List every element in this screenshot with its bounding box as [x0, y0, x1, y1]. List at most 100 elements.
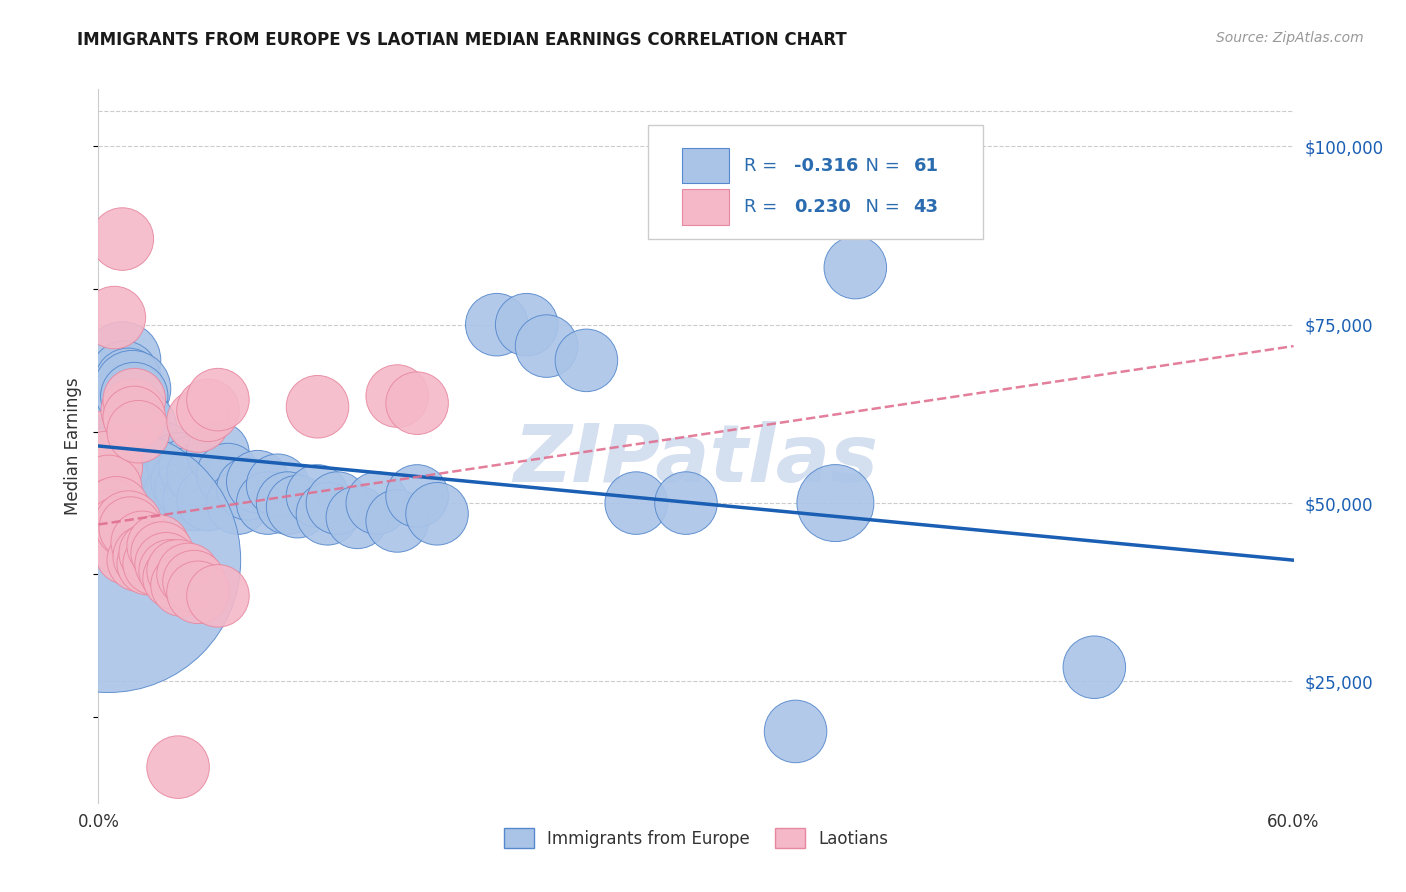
- Point: [406, 396, 429, 410]
- Point: [177, 567, 200, 582]
- Point: [96, 460, 118, 475]
- Point: [127, 421, 149, 435]
- Point: [139, 546, 162, 560]
- Point: [127, 553, 149, 567]
- Point: [159, 564, 181, 578]
- Point: [174, 482, 197, 496]
- Point: [226, 496, 249, 510]
- Text: R =: R =: [744, 198, 783, 216]
- FancyBboxPatch shape: [648, 125, 983, 239]
- Point: [172, 578, 194, 592]
- Point: [97, 446, 120, 460]
- Point: [135, 457, 157, 471]
- Point: [426, 507, 449, 521]
- Point: [207, 589, 229, 603]
- Point: [187, 414, 209, 428]
- Point: [115, 546, 138, 560]
- Point: [824, 496, 846, 510]
- Point: [107, 521, 129, 535]
- Point: [675, 496, 697, 510]
- Point: [143, 557, 166, 571]
- Point: [163, 489, 186, 503]
- Point: [159, 478, 181, 492]
- Point: [150, 446, 173, 460]
- Point: [150, 546, 173, 560]
- Point: [121, 403, 143, 417]
- Point: [167, 564, 190, 578]
- Point: [110, 528, 132, 542]
- Point: [626, 496, 648, 510]
- Point: [97, 553, 120, 567]
- Point: [346, 510, 368, 524]
- Point: [117, 375, 139, 389]
- Point: [217, 467, 239, 482]
- Text: N =: N =: [853, 157, 905, 175]
- Point: [96, 460, 118, 475]
- Text: Source: ZipAtlas.com: Source: ZipAtlas.com: [1216, 31, 1364, 45]
- Point: [112, 539, 135, 553]
- Point: [172, 475, 194, 489]
- Point: [134, 549, 156, 564]
- Point: [131, 446, 153, 460]
- Point: [485, 318, 508, 332]
- Point: [287, 500, 309, 514]
- Point: [207, 446, 229, 460]
- Bar: [682, 148, 730, 184]
- Point: [406, 489, 429, 503]
- Point: [197, 492, 219, 507]
- Point: [316, 507, 339, 521]
- Point: [307, 400, 329, 414]
- Point: [167, 760, 190, 774]
- Text: N =: N =: [853, 198, 905, 216]
- Point: [246, 475, 269, 489]
- Point: [187, 585, 209, 599]
- Point: [385, 514, 409, 528]
- Point: [187, 467, 209, 482]
- Point: [256, 496, 278, 510]
- Point: [121, 382, 143, 396]
- Point: [107, 425, 129, 439]
- Point: [120, 521, 142, 535]
- Point: [155, 557, 177, 571]
- Point: [93, 442, 115, 457]
- Point: [124, 389, 146, 403]
- Point: [125, 410, 148, 425]
- Point: [124, 410, 146, 425]
- Bar: [682, 189, 730, 225]
- Point: [1083, 660, 1105, 674]
- Point: [105, 446, 128, 460]
- Point: [179, 460, 201, 475]
- Point: [307, 489, 329, 503]
- Point: [101, 439, 124, 453]
- Point: [98, 503, 122, 517]
- Point: [97, 475, 120, 489]
- Text: R =: R =: [744, 157, 783, 175]
- Point: [98, 457, 122, 471]
- Point: [183, 574, 205, 589]
- Legend: Immigrants from Europe, Laotians: Immigrants from Europe, Laotians: [498, 822, 894, 855]
- Point: [93, 442, 115, 457]
- Point: [103, 310, 125, 325]
- Point: [117, 517, 139, 532]
- Text: 0.230: 0.230: [794, 198, 851, 216]
- Point: [575, 353, 598, 368]
- Text: 61: 61: [914, 157, 938, 175]
- Point: [844, 260, 866, 275]
- Point: [115, 396, 138, 410]
- Point: [103, 467, 125, 482]
- Point: [120, 400, 142, 414]
- Point: [148, 460, 170, 475]
- Point: [111, 232, 134, 246]
- Point: [143, 471, 166, 485]
- Point: [112, 368, 135, 382]
- Point: [267, 478, 290, 492]
- Point: [124, 392, 146, 407]
- Text: ZIPatlas: ZIPatlas: [513, 421, 879, 500]
- Point: [326, 496, 349, 510]
- Point: [183, 492, 205, 507]
- Point: [127, 425, 149, 439]
- Point: [277, 496, 299, 510]
- Text: IMMIGRANTS FROM EUROPE VS LAOTIAN MEDIAN EARNINGS CORRELATION CHART: IMMIGRANTS FROM EUROPE VS LAOTIAN MEDIAN…: [77, 31, 846, 49]
- Point: [516, 318, 538, 332]
- Point: [207, 392, 229, 407]
